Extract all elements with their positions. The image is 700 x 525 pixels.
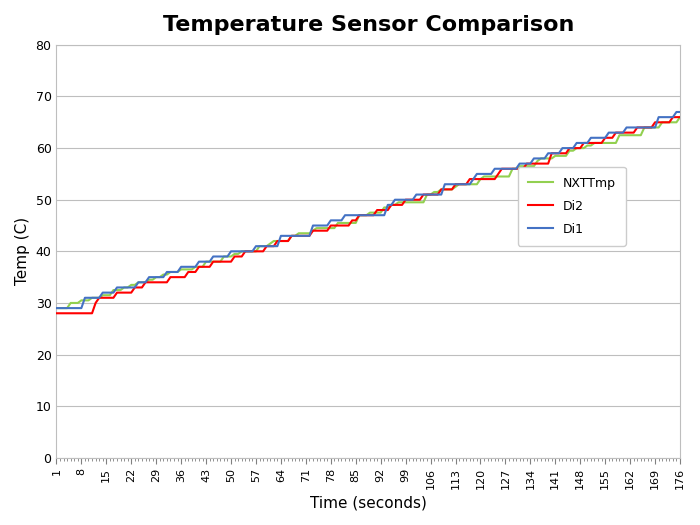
NXTTmp: [676, 114, 684, 120]
Di1: [676, 109, 684, 115]
Di2: [676, 114, 684, 120]
Di2: [259, 248, 267, 255]
NXTTmp: [155, 274, 164, 280]
NXTTmp: [259, 243, 267, 249]
Line: Di1: Di1: [57, 112, 680, 308]
NXTTmp: [52, 305, 61, 311]
X-axis label: Time (seconds): Time (seconds): [310, 495, 426, 510]
Line: Di2: Di2: [57, 117, 680, 313]
Di2: [155, 279, 164, 286]
Di2: [80, 310, 89, 317]
Di2: [405, 196, 414, 203]
Di2: [106, 295, 114, 301]
NXTTmp: [106, 292, 114, 298]
Y-axis label: Temp (C): Temp (C): [15, 217, 30, 286]
Line: NXTTmp: NXTTmp: [57, 117, 680, 308]
Legend: NXTTmp, Di2, Di1: NXTTmp, Di2, Di1: [518, 167, 626, 246]
Di2: [633, 124, 641, 131]
Di2: [52, 310, 61, 317]
Di1: [52, 305, 61, 311]
Title: Temperature Sensor Comparison: Temperature Sensor Comparison: [162, 15, 574, 35]
Di2: [668, 114, 677, 120]
NXTTmp: [80, 297, 89, 303]
NXTTmp: [633, 132, 641, 139]
Di1: [106, 289, 114, 296]
Di1: [633, 124, 641, 131]
Di1: [155, 274, 164, 280]
Di1: [405, 196, 414, 203]
Di1: [80, 295, 89, 301]
Di1: [259, 243, 267, 249]
Di1: [672, 109, 680, 115]
NXTTmp: [405, 199, 414, 205]
